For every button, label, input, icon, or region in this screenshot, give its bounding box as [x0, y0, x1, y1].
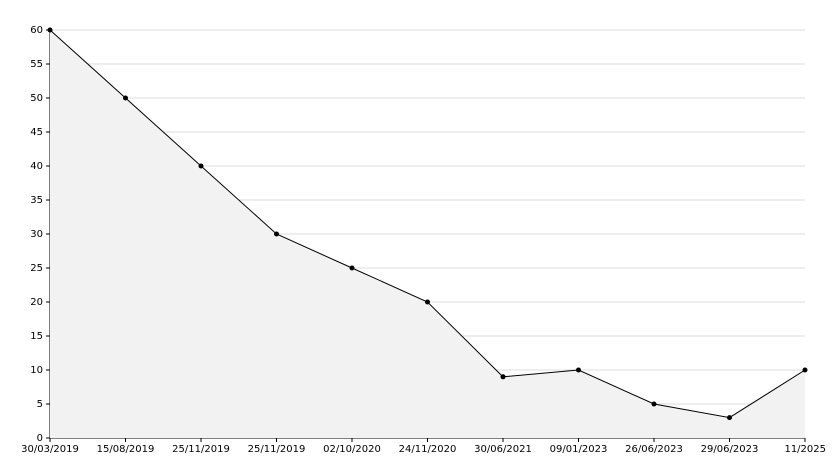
y-tick-label: 55: [30, 59, 43, 70]
area: [50, 30, 805, 438]
marker: [576, 367, 581, 373]
x-tick-label: 30/03/2019: [21, 444, 79, 455]
y-tick-label: 50: [30, 93, 43, 104]
y-tick-label: 45: [30, 127, 43, 138]
x-tick-label: 09/01/2023: [550, 444, 608, 455]
x-tick-label: 11/2025: [784, 444, 826, 455]
y-tick-label: 40: [30, 161, 43, 172]
marker: [425, 299, 430, 305]
x-tick-label: 29/06/2023: [701, 444, 759, 455]
x-tick-label: 15/08/2019: [97, 444, 155, 455]
marker: [123, 95, 128, 101]
y-tick-label: 15: [30, 331, 43, 342]
y-tick-label: 30: [30, 229, 43, 240]
x-tick-label: 25/11/2019: [248, 444, 306, 455]
x-tick-label: 30/06/2021: [474, 444, 532, 455]
marker: [500, 374, 506, 380]
marker: [727, 415, 732, 421]
marker: [274, 231, 279, 237]
y-tick-label: 60: [30, 25, 43, 36]
marker: [198, 163, 204, 169]
y-tick-label: 5: [37, 399, 43, 410]
marker: [651, 401, 657, 407]
marker: [802, 367, 808, 373]
y-tick-label: 25: [30, 263, 43, 274]
x-tick-label: 25/11/2019: [172, 444, 230, 455]
x-tick-label: 24/11/2020: [399, 444, 457, 455]
y-tick-label: 0: [37, 433, 43, 444]
x-tick-label: 26/06/2023: [625, 444, 683, 455]
x-tick-label: 02/10/2020: [323, 444, 381, 455]
y-tick-label: 10: [30, 365, 43, 376]
marker: [47, 27, 53, 33]
y-tick-label: 20: [30, 297, 43, 308]
y-tick-label: 35: [30, 195, 43, 206]
marker: [349, 265, 355, 271]
